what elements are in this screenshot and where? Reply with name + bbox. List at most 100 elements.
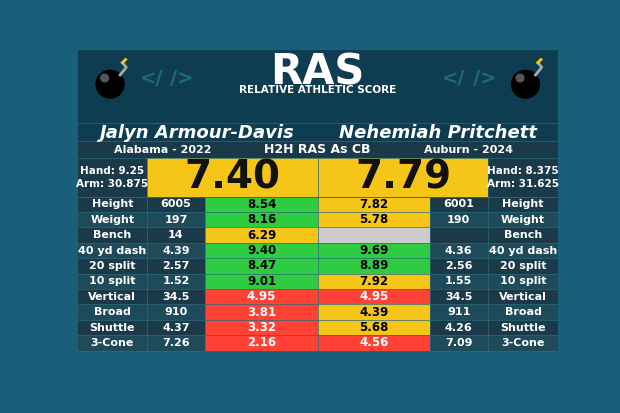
FancyBboxPatch shape: [78, 124, 558, 141]
Text: 910: 910: [164, 307, 187, 317]
FancyBboxPatch shape: [78, 258, 205, 274]
FancyBboxPatch shape: [148, 158, 317, 197]
Text: 6.29: 6.29: [247, 229, 276, 242]
Text: 8.89: 8.89: [359, 259, 389, 273]
Text: Broad: Broad: [94, 307, 131, 317]
Text: 4.39: 4.39: [162, 246, 190, 256]
FancyBboxPatch shape: [78, 212, 205, 228]
FancyBboxPatch shape: [205, 258, 317, 274]
Text: Alabama - 2022: Alabama - 2022: [114, 145, 211, 154]
Text: />: />: [472, 69, 496, 88]
FancyBboxPatch shape: [430, 304, 558, 320]
Text: Arm: 31.625: Arm: 31.625: [487, 179, 559, 189]
FancyBboxPatch shape: [78, 304, 205, 320]
Text: 14: 14: [168, 230, 184, 240]
FancyBboxPatch shape: [78, 158, 148, 197]
Text: Bench: Bench: [504, 230, 542, 240]
Text: 4.95: 4.95: [359, 290, 389, 303]
Text: 40 yd dash: 40 yd dash: [78, 246, 146, 256]
Text: Nehemiah Pritchett: Nehemiah Pritchett: [339, 124, 537, 142]
Text: H2H RAS As CB: H2H RAS As CB: [265, 143, 371, 156]
FancyBboxPatch shape: [205, 320, 317, 335]
FancyBboxPatch shape: [205, 335, 317, 351]
FancyBboxPatch shape: [430, 197, 558, 212]
Text: 7.26: 7.26: [162, 338, 190, 348]
FancyBboxPatch shape: [317, 212, 430, 228]
Text: Vertical: Vertical: [499, 292, 547, 302]
Text: 8.16: 8.16: [247, 213, 276, 226]
Text: 2.16: 2.16: [247, 337, 276, 349]
Text: 197: 197: [164, 215, 188, 225]
Circle shape: [100, 74, 108, 82]
Text: Broad: Broad: [505, 307, 541, 317]
Text: 2.56: 2.56: [445, 261, 472, 271]
Text: 5.78: 5.78: [360, 213, 389, 226]
Text: 8.47: 8.47: [247, 259, 276, 273]
FancyBboxPatch shape: [317, 258, 430, 274]
Text: 20 split: 20 split: [89, 261, 136, 271]
Text: 4.36: 4.36: [445, 246, 472, 256]
Text: RELATIVE ATHLETIC SCORE: RELATIVE ATHLETIC SCORE: [239, 85, 396, 95]
Text: 7.82: 7.82: [360, 198, 389, 211]
FancyBboxPatch shape: [317, 304, 430, 320]
FancyBboxPatch shape: [78, 335, 205, 351]
Text: 7.40: 7.40: [185, 158, 280, 196]
Text: Weight: Weight: [91, 215, 135, 225]
Text: 7.79: 7.79: [355, 158, 451, 196]
FancyBboxPatch shape: [78, 320, 205, 335]
FancyBboxPatch shape: [489, 158, 558, 197]
FancyBboxPatch shape: [78, 289, 205, 304]
Text: Bench: Bench: [93, 230, 131, 240]
Text: 9.01: 9.01: [247, 275, 276, 288]
FancyBboxPatch shape: [205, 243, 317, 258]
Text: 10 split: 10 split: [500, 276, 546, 286]
Text: 2.57: 2.57: [162, 261, 190, 271]
Text: Arm: 30.875: Arm: 30.875: [76, 179, 148, 189]
FancyBboxPatch shape: [317, 274, 430, 289]
FancyBboxPatch shape: [78, 197, 205, 212]
FancyBboxPatch shape: [317, 228, 430, 243]
Text: 911: 911: [447, 307, 471, 317]
Text: 34.5: 34.5: [162, 292, 190, 302]
FancyBboxPatch shape: [430, 335, 558, 351]
FancyBboxPatch shape: [430, 320, 558, 335]
FancyBboxPatch shape: [430, 258, 558, 274]
Text: 9.69: 9.69: [359, 244, 389, 257]
Text: 3.81: 3.81: [247, 306, 276, 319]
Text: 1.52: 1.52: [162, 276, 190, 286]
FancyBboxPatch shape: [317, 158, 489, 197]
Text: 7.09: 7.09: [445, 338, 472, 348]
Text: 7.92: 7.92: [360, 275, 389, 288]
Text: 6005: 6005: [161, 199, 192, 209]
Text: 4.56: 4.56: [359, 337, 389, 349]
Text: 8.54: 8.54: [247, 198, 277, 211]
FancyBboxPatch shape: [205, 228, 317, 243]
FancyBboxPatch shape: [205, 289, 317, 304]
FancyBboxPatch shape: [317, 243, 430, 258]
Text: 4.37: 4.37: [162, 323, 190, 332]
FancyBboxPatch shape: [430, 212, 558, 228]
FancyBboxPatch shape: [78, 228, 205, 243]
FancyBboxPatch shape: [317, 197, 430, 212]
Text: 3-Cone: 3-Cone: [502, 338, 545, 348]
FancyBboxPatch shape: [205, 304, 317, 320]
FancyBboxPatch shape: [78, 50, 558, 123]
FancyBboxPatch shape: [430, 228, 558, 243]
FancyBboxPatch shape: [317, 335, 430, 351]
FancyBboxPatch shape: [78, 243, 205, 258]
FancyBboxPatch shape: [78, 141, 558, 158]
Text: </: </: [441, 69, 465, 88]
Text: 4.39: 4.39: [360, 306, 389, 319]
FancyBboxPatch shape: [430, 274, 558, 289]
Text: Height: Height: [502, 199, 544, 209]
Text: 4.26: 4.26: [445, 323, 472, 332]
Text: 4.95: 4.95: [247, 290, 277, 303]
Text: Jalyn Armour-Davis: Jalyn Armour-Davis: [100, 124, 295, 142]
FancyBboxPatch shape: [78, 50, 558, 368]
FancyBboxPatch shape: [317, 289, 430, 304]
Text: 5.68: 5.68: [359, 321, 389, 334]
Text: Shuttle: Shuttle: [90, 323, 135, 332]
FancyBboxPatch shape: [430, 289, 558, 304]
Circle shape: [512, 70, 539, 98]
Text: 9.40: 9.40: [247, 244, 276, 257]
